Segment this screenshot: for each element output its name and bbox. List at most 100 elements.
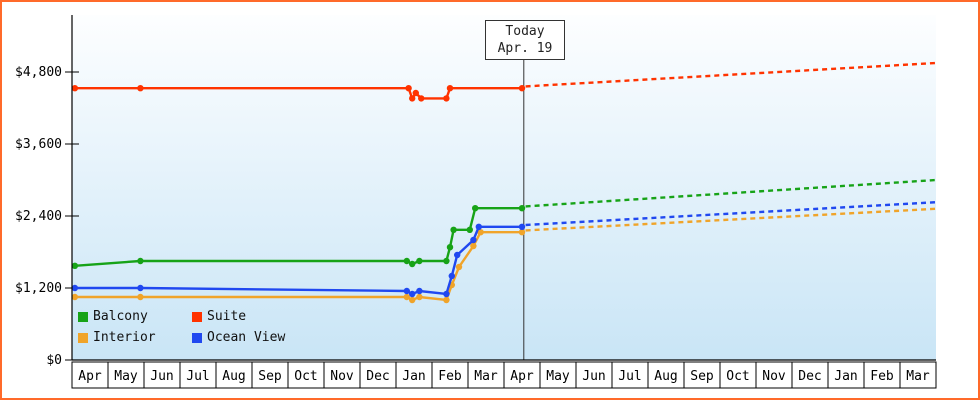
series-balcony-data-point <box>403 257 410 265</box>
month-cell <box>395 361 433 389</box>
legend-swatch-balcony <box>78 311 88 322</box>
month-label: Aug <box>222 369 245 384</box>
series-ocean-view <box>71 201 937 298</box>
series-balcony-data-point <box>446 244 454 251</box>
month-label: Oct <box>294 369 317 384</box>
series-balcony-data-point <box>518 205 526 212</box>
today-label: Today <box>505 24 545 39</box>
series-ocean-view-data-point <box>454 251 461 259</box>
month-cell <box>71 361 109 389</box>
legend-item-ocean-view: Ocean View <box>192 330 285 345</box>
month-label: Jul <box>618 369 641 384</box>
legend-swatch-suite <box>192 311 202 322</box>
month-label: Feb <box>870 369 894 384</box>
series-suite-data-point <box>137 85 144 92</box>
legend-label: Balcony <box>93 309 148 324</box>
series-balcony-data-point <box>466 226 473 233</box>
series-ocean-view-data-point <box>71 284 79 292</box>
legend-swatch-interior <box>78 332 88 343</box>
month-cell <box>215 361 253 389</box>
today-marker-box: Today Apr. 19 <box>485 20 565 60</box>
series-suite <box>71 61 937 102</box>
month-cell <box>539 361 577 389</box>
series-ocean-view-data-point <box>475 223 482 230</box>
month-label: Apr <box>78 369 102 384</box>
month-cell <box>323 361 361 389</box>
legend-item-balcony: Balcony <box>78 309 192 324</box>
series-balcony <box>71 178 937 269</box>
month-label: Aug <box>654 369 677 384</box>
month-label: Jul <box>186 369 209 384</box>
plot-area <box>72 15 936 360</box>
y-tick-label: $2,400 <box>15 209 62 224</box>
month-label: Jun <box>582 369 605 384</box>
series-suite-data-point <box>518 85 526 92</box>
y-tick-label: $0 <box>46 353 62 368</box>
series-balcony-forecast-line <box>525 178 937 208</box>
x-axis: Apr May Jun Jul Aug Sep Oct Nov Dec Jan Feb Mar Apr M… <box>71 361 937 389</box>
month-label: Nov <box>330 369 354 384</box>
legend-label: Ocean View <box>207 330 286 345</box>
series-suite-data-point <box>71 85 79 92</box>
month-cell <box>359 361 397 389</box>
legend-swatch-ocean-view <box>192 332 202 343</box>
series-suite-data-point <box>405 85 412 92</box>
series-ocean-view-data-point <box>470 236 477 244</box>
series-interior-data-point <box>416 293 423 301</box>
series-balcony-data-point <box>450 226 457 233</box>
month-label: Jan <box>834 369 857 384</box>
series-interior-data-point <box>455 263 463 271</box>
month-cell <box>431 361 469 389</box>
series-ocean-view-data-point <box>518 223 526 230</box>
legend-item-suite: Suite <box>192 309 285 324</box>
series-balcony-data-point <box>472 205 479 212</box>
month-label: Apr <box>510 369 534 384</box>
month-label: Dec <box>366 369 389 384</box>
month-label: Jan <box>402 369 425 384</box>
series-interior-data-point <box>470 242 477 250</box>
series-suite-data-point <box>409 95 416 102</box>
series-ocean-view-data-point <box>409 290 416 298</box>
series-ocean-view-data-point <box>443 290 450 298</box>
legend-label: Interior <box>93 330 156 345</box>
month-label: Feb <box>438 369 462 384</box>
month-label: Oct <box>726 369 749 384</box>
month-label: Dec <box>798 369 821 384</box>
series-interior-data-point <box>409 296 416 304</box>
series-interior-data-point <box>518 229 526 236</box>
y-tick-label: $4,800 <box>15 65 62 80</box>
month-label: May <box>114 369 138 384</box>
chart-legend: Balcony Suite Interior Ocean View <box>78 309 285 345</box>
series-suite-forecast-line <box>525 61 937 88</box>
month-cell <box>791 361 829 389</box>
series-interior-data-point <box>71 293 79 301</box>
series-interior-data-point <box>403 293 410 301</box>
series-suite-data-point <box>418 95 425 102</box>
series-ocean-view-data-point <box>137 284 144 292</box>
month-cell <box>683 361 721 389</box>
series-interior-forecast-line <box>525 207 937 232</box>
month-cell <box>467 361 505 389</box>
series-interior-data-point <box>137 293 144 301</box>
month-cell <box>107 361 145 389</box>
month-label: Jun <box>150 369 173 384</box>
series-balcony-data-point <box>409 260 416 268</box>
month-cell <box>611 361 649 389</box>
series-balcony-data-point <box>443 257 450 265</box>
series-ocean-view-forecast-line <box>525 201 937 227</box>
month-cell <box>143 361 181 389</box>
month-cell <box>251 361 289 389</box>
series-ocean-view-data-point <box>448 272 455 280</box>
series-suite-data-point <box>443 95 450 102</box>
series-interior-data-point <box>443 296 450 304</box>
month-cell <box>575 361 613 389</box>
month-label: May <box>546 369 570 384</box>
series-balcony-data-point <box>71 262 79 269</box>
month-cell <box>899 361 937 389</box>
month-label: Nov <box>762 369 786 384</box>
series-interior-data-point <box>477 229 484 236</box>
month-cell <box>827 361 865 389</box>
series-suite-data-point <box>446 85 454 92</box>
